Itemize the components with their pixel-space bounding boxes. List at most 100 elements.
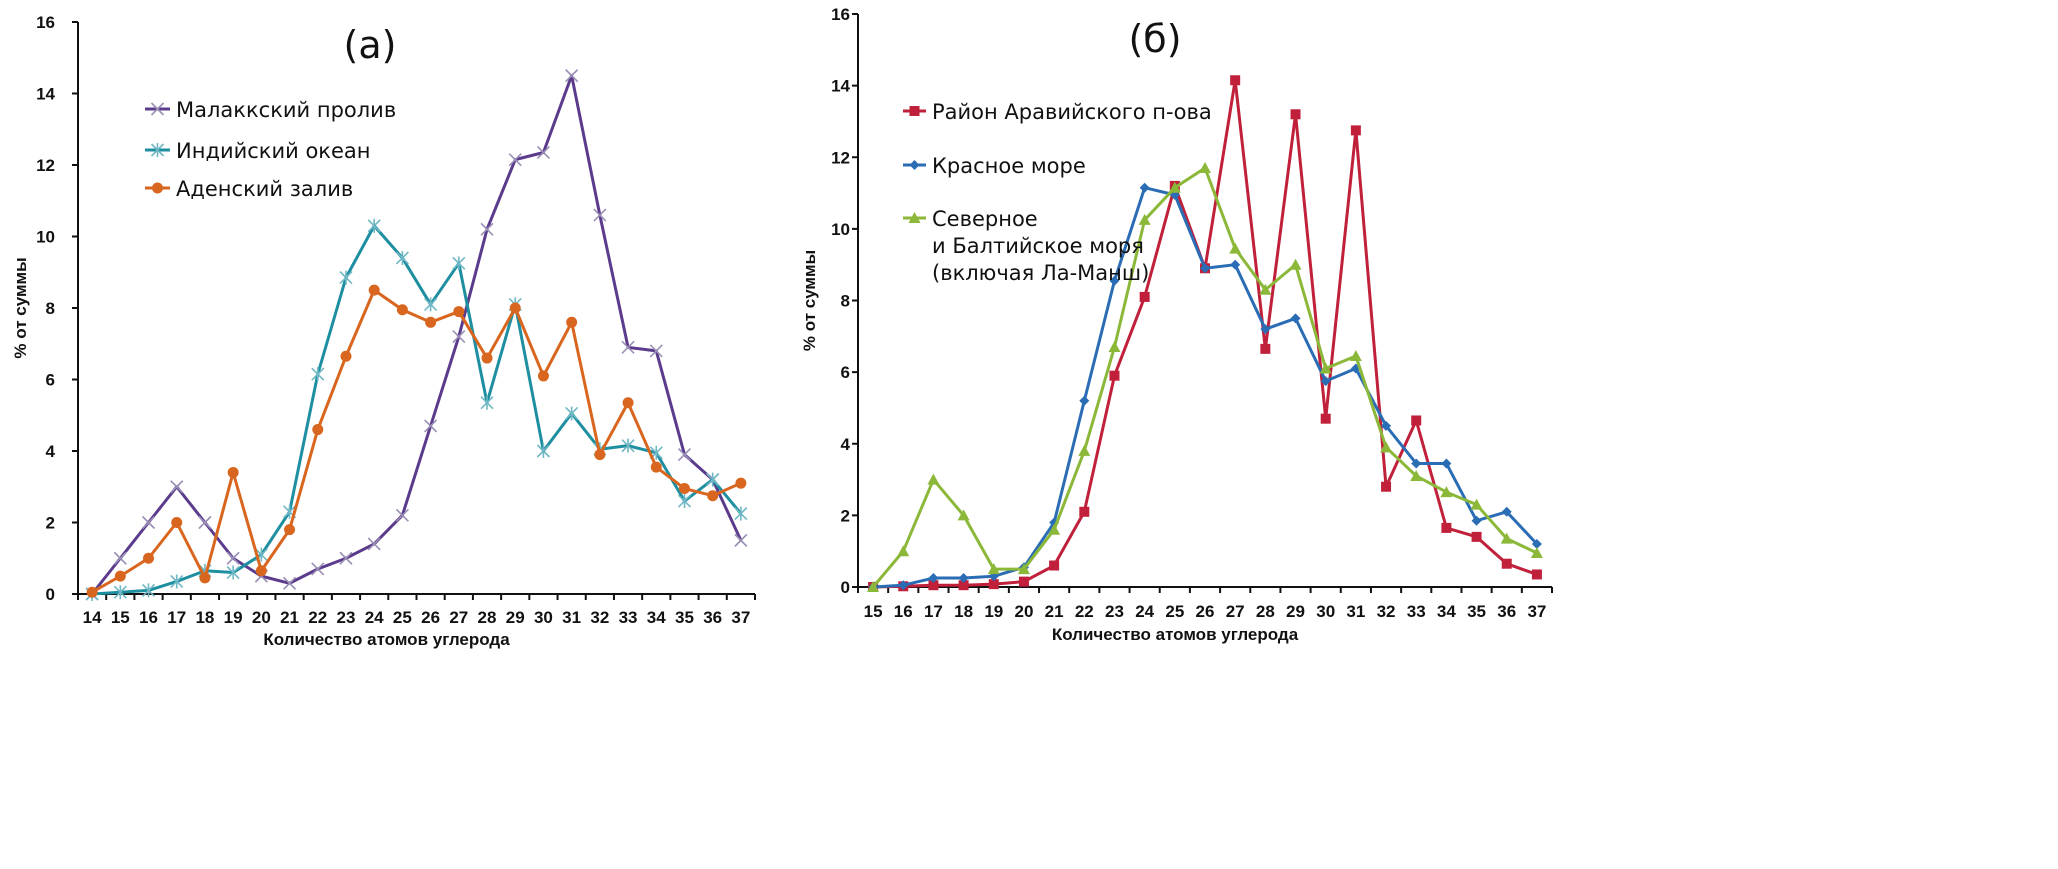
data-point (424, 419, 438, 433)
data-point (339, 551, 353, 565)
y-tick-label: 16 (831, 5, 850, 24)
x-tick-label: 37 (1527, 602, 1546, 621)
data-point (1350, 125, 1361, 136)
x-tick-label: 24 (365, 608, 384, 627)
data-point (1500, 532, 1513, 544)
data-point (452, 330, 466, 344)
data-point (1411, 415, 1422, 426)
data-point (340, 350, 352, 362)
x-tick-label: 31 (1346, 602, 1365, 621)
data-point (113, 551, 127, 565)
data-point (1200, 263, 1210, 274)
data-point (1471, 531, 1482, 542)
data-point (311, 367, 325, 382)
y-axis-title: % от суммы (800, 250, 819, 351)
x-axis-title: Количество атомов углерода (1052, 625, 1299, 644)
data-point (1079, 395, 1090, 406)
data-point (1199, 161, 1211, 173)
data-point (594, 449, 606, 461)
data-point (1109, 370, 1120, 381)
x-tick-label: 25 (1165, 602, 1184, 621)
data-point (86, 586, 98, 598)
data-point (1530, 546, 1543, 558)
data-point (284, 524, 296, 536)
data-point (1108, 341, 1121, 353)
data-point (1048, 523, 1061, 535)
data-point (1441, 458, 1452, 469)
data-point (897, 545, 910, 557)
data-point (1531, 539, 1542, 550)
x-tick-label: 26 (1196, 602, 1215, 621)
x-tick-label: 16 (139, 608, 158, 627)
y-tick-label: 4 (46, 442, 56, 461)
data-point (198, 515, 212, 530)
data-point (928, 580, 939, 591)
series-2: Красное море (868, 154, 1542, 592)
x-tick-label: 35 (1467, 602, 1486, 621)
data-point (1319, 362, 1332, 374)
x-tick-label: 33 (619, 608, 638, 627)
y-tick-label: 8 (46, 299, 55, 318)
x-tick-label: 34 (647, 608, 666, 627)
data-point (1079, 506, 1090, 517)
data-point (927, 473, 940, 485)
data-point (1017, 563, 1030, 575)
data-point (1381, 420, 1392, 431)
y-tick-label: 4 (841, 435, 851, 454)
x-tick-label: 36 (1497, 602, 1516, 621)
data-point (141, 515, 156, 530)
x-tick-label: 19 (984, 602, 1003, 621)
data-point (1259, 283, 1272, 295)
data-point (170, 574, 184, 589)
x-tick-label: 25 (393, 608, 412, 627)
data-point (536, 444, 551, 458)
data-point (1260, 343, 1271, 354)
x-tick-label: 28 (1256, 602, 1275, 621)
x-tick-label: 32 (1377, 602, 1396, 621)
data-point (1018, 576, 1029, 587)
data-point (678, 483, 690, 495)
data-point (1289, 258, 1302, 270)
y-tick-label: 14 (831, 77, 850, 96)
data-point (957, 509, 970, 521)
data-point (1109, 275, 1120, 286)
legend-marker (908, 212, 921, 223)
data-point (650, 461, 662, 473)
data-point (1290, 313, 1301, 324)
data-point (867, 581, 880, 592)
y-axis-title: % от суммы (11, 257, 30, 358)
legend-label: Северное (932, 207, 1038, 231)
data-point (395, 508, 409, 522)
data-point (958, 573, 969, 584)
data-point (734, 506, 748, 521)
data-point (1501, 506, 1512, 517)
data-point (536, 145, 551, 160)
y-tick-label: 10 (36, 228, 55, 247)
series-2: Индийский океан (85, 139, 748, 601)
data-point (593, 208, 607, 222)
data-point (649, 344, 663, 358)
data-point (621, 438, 635, 453)
data-point (508, 153, 522, 167)
data-point (735, 477, 747, 489)
data-point (113, 585, 127, 600)
data-point (1139, 291, 1150, 302)
chart-title: (б) (1128, 17, 1181, 61)
x-tick-label: 17 (924, 602, 943, 621)
data-point (480, 222, 494, 236)
x-tick-label: 15 (864, 602, 883, 621)
data-point (1531, 569, 1542, 580)
data-point (706, 472, 720, 487)
y-tick-label: 6 (46, 371, 55, 390)
data-point (141, 583, 156, 598)
y-tick-label: 2 (841, 506, 850, 525)
data-point (1501, 558, 1512, 569)
x-tick-label: 22 (308, 608, 327, 627)
data-point (898, 580, 909, 591)
data-point (339, 270, 353, 285)
series-line (90, 74, 743, 595)
data-point (255, 565, 267, 577)
